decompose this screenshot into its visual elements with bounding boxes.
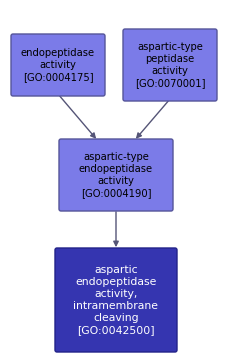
FancyBboxPatch shape xyxy=(122,29,216,101)
Text: aspartic-type
endopeptidase
activity
[GO:0004190]: aspartic-type endopeptidase activity [GO… xyxy=(79,152,152,198)
FancyBboxPatch shape xyxy=(55,248,176,352)
Text: endopeptidase
activity
[GO:0004175]: endopeptidase activity [GO:0004175] xyxy=(21,48,95,82)
Text: aspartic
endopeptidase
activity,
intramembrane
cleaving
[GO:0042500]: aspartic endopeptidase activity, intrame… xyxy=(73,265,158,335)
Text: aspartic-type
peptidase
activity
[GO:0070001]: aspartic-type peptidase activity [GO:007… xyxy=(134,42,204,88)
FancyBboxPatch shape xyxy=(11,34,105,96)
FancyBboxPatch shape xyxy=(59,139,172,211)
